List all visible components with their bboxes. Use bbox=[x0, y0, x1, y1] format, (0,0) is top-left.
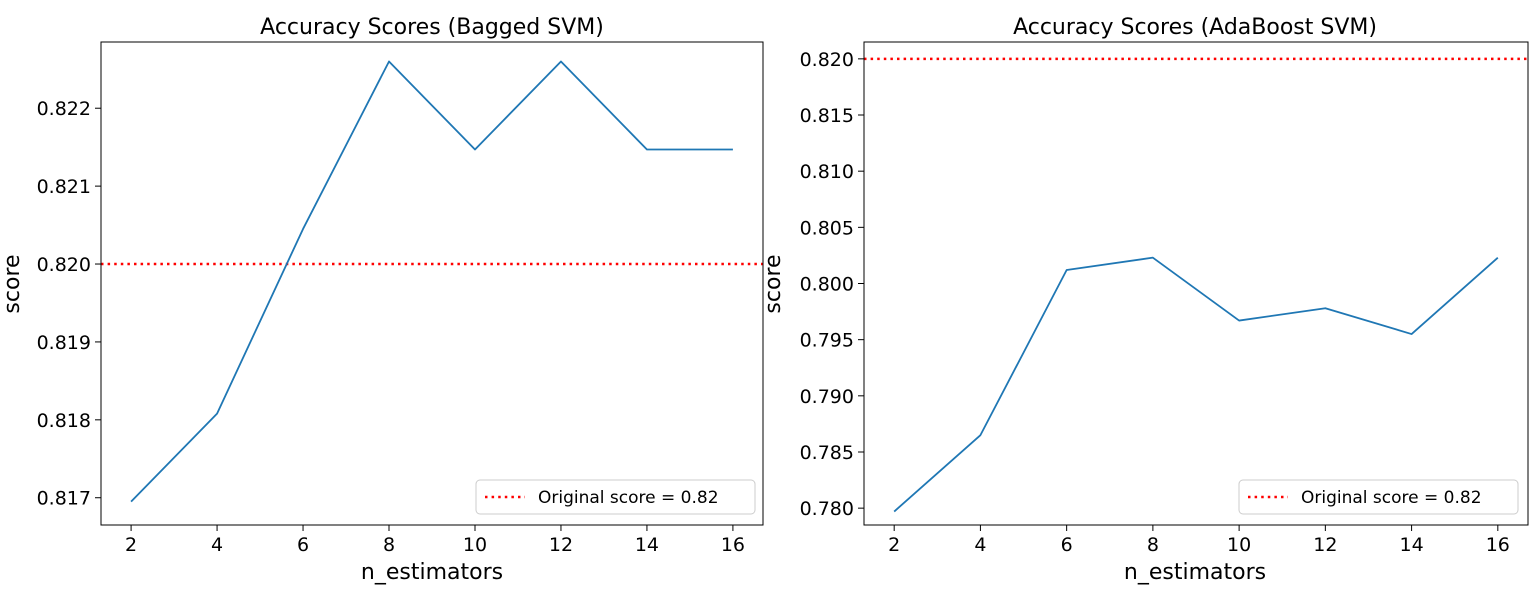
plot-area bbox=[101, 60, 763, 503]
y-tick-label: 0.795 bbox=[800, 330, 854, 352]
chart-title: Accuracy Scores (AdaBoost SVM) bbox=[1013, 15, 1377, 40]
y-tick-label: 0.790 bbox=[800, 386, 854, 408]
plot-area bbox=[864, 57, 1528, 513]
y-tick-label: 0.810 bbox=[800, 161, 854, 183]
chart-title: Accuracy Scores (Bagged SVM) bbox=[260, 15, 604, 40]
x-tick-label: 4 bbox=[211, 534, 223, 556]
legend-label: Original score = 0.82 bbox=[538, 488, 719, 508]
y-tick-label: 0.805 bbox=[800, 217, 854, 239]
series-line bbox=[130, 60, 733, 503]
series-line bbox=[893, 256, 1499, 513]
y-tick-label: 0.820 bbox=[800, 49, 854, 71]
chart-bagged-svm: Accuracy Scores (Bagged SVM) n_estimator… bbox=[0, 15, 764, 585]
x-tick-label: 12 bbox=[549, 534, 573, 556]
x-tick-label: 10 bbox=[463, 534, 487, 556]
y-axis-label: score bbox=[761, 254, 786, 313]
x-tick-label: 8 bbox=[1147, 534, 1159, 556]
y-tick-label: 0.785 bbox=[800, 442, 854, 464]
x-tick-label: 6 bbox=[1061, 534, 1073, 556]
y-tick-label: 0.780 bbox=[800, 498, 854, 520]
axis-ticks: 2 4 6 8 10 12 14 16 0.780 0.785 0.790 0.795 0.800 0.8… bbox=[800, 49, 1510, 556]
y-tick-label: 0.821 bbox=[37, 176, 91, 198]
axes-frame bbox=[100, 41, 764, 526]
x-axis-label: n_estimators bbox=[361, 560, 503, 585]
x-tick-label: 8 bbox=[383, 534, 395, 556]
y-tick-label: 0.820 bbox=[37, 254, 91, 276]
axes-frame bbox=[863, 41, 1529, 526]
x-tick-label: 2 bbox=[888, 534, 900, 556]
y-tick-label: 0.815 bbox=[800, 105, 854, 127]
x-tick-label: 16 bbox=[1486, 534, 1510, 556]
legend-box bbox=[475, 479, 756, 515]
y-tick-label: 0.822 bbox=[37, 98, 91, 120]
x-tick-label: 14 bbox=[1399, 534, 1423, 556]
x-tick-label: 10 bbox=[1227, 534, 1251, 556]
y-tick-label: 0.818 bbox=[37, 410, 91, 432]
x-tick-label: 6 bbox=[297, 534, 309, 556]
y-tick-label: 0.800 bbox=[800, 274, 854, 296]
legend-label: Original score = 0.82 bbox=[1301, 488, 1482, 508]
legend: Original score = 0.82 bbox=[475, 479, 756, 515]
y-tick-label: 0.819 bbox=[37, 332, 91, 354]
chart-adaboost-svm: Accuracy Scores (AdaBoost SVM) n_estimat… bbox=[761, 15, 1529, 585]
x-tick-label: 4 bbox=[974, 534, 986, 556]
y-tick-label: 0.817 bbox=[37, 488, 91, 510]
x-tick-label: 14 bbox=[635, 534, 659, 556]
x-tick-label: 16 bbox=[721, 534, 745, 556]
axis-ticks: 2 4 6 8 10 12 14 16 0.817 0.818 0.819 0.820 0.821 0.8… bbox=[37, 98, 745, 556]
x-tick-label: 12 bbox=[1313, 534, 1337, 556]
x-tick-label: 2 bbox=[125, 534, 137, 556]
legend: Original score = 0.82 bbox=[1238, 479, 1519, 515]
x-axis-label: n_estimators bbox=[1124, 560, 1266, 585]
y-axis-label: score bbox=[0, 254, 25, 313]
legend-box bbox=[1238, 479, 1519, 515]
